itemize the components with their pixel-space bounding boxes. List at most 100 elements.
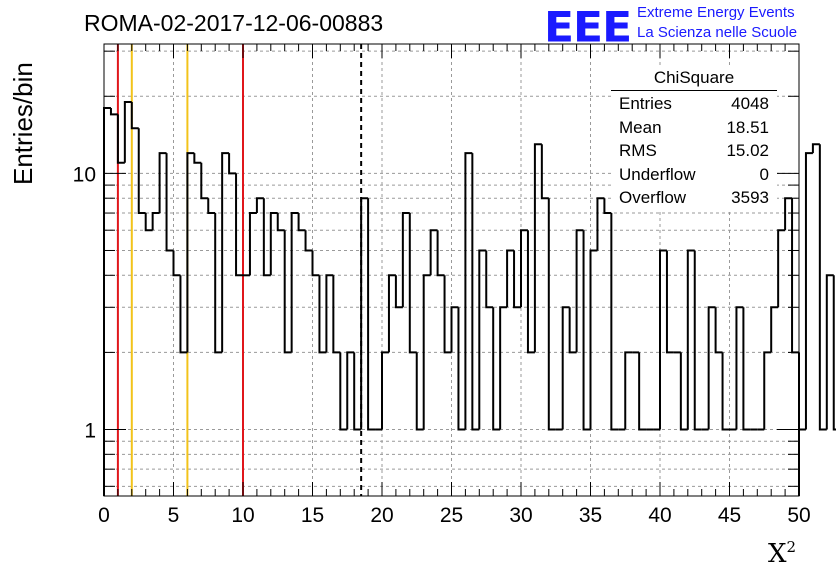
histogram-bin [200,162,209,200]
histogram-bin [742,307,751,431]
histogram-bin [137,128,146,215]
histogram-bin [221,152,230,353]
histogram-bin [401,212,410,308]
histogram-bin [777,229,786,308]
histogram-bin [158,152,167,214]
histogram-bin [784,197,793,231]
histogram-bin [228,153,237,175]
histogram-bin [339,352,348,431]
stats-title: ChiSquare [611,66,777,91]
histogram-bin [798,352,806,431]
chart-title: ROMA-02-2017-12-06-00883 [84,10,384,36]
histogram-bin [492,307,501,431]
histogram-bin [520,229,528,308]
histogram-bin [735,306,744,430]
x-axis-label-sup: 2 [786,538,797,556]
histogram-bin [290,212,299,353]
x-tick-label: 15 [301,504,324,527]
stats-label: Underflow [619,164,696,184]
logo-line-2: La Scienza nelle Scuole [637,24,798,41]
histogram-bin [443,275,452,354]
stats-value: 15.02 [726,141,769,160]
histogram-bin [415,352,424,431]
histogram-bin [721,352,730,431]
histogram-bin [485,250,494,309]
histogram-bin [346,351,355,430]
histogram-bin [457,307,466,431]
x-tick-label: 5 [168,504,180,527]
histogram-bin [533,143,542,353]
histogram-bin [144,213,153,232]
x-axis-label-base: X [768,539,787,569]
histogram-bin [499,306,508,430]
histogram-bin [818,144,827,431]
histogram-bin [659,249,667,430]
histogram-bin [214,213,223,354]
x-tick-label: 40 [648,504,671,527]
histogram-bin [207,198,216,215]
histogram-bin [804,152,813,430]
grid [104,44,799,496]
histogram-bin [248,212,257,276]
stats-label: RMS [619,141,657,160]
x-tick-label: 45 [718,504,741,527]
reference-lines [116,44,363,496]
histogram-bin [589,249,598,430]
histogram-bin [603,198,612,215]
x-tick-label: 20 [370,504,393,527]
axes: 0 5 10 15 20 25 30 35 40 45 50 1 10 [73,43,811,527]
histogram-bin [269,212,278,276]
histogram-bin [262,198,271,277]
histogram-bin [811,143,820,154]
histogram-bin [165,153,174,252]
stats-row-underflow: Underflow 0 [611,163,777,187]
histogram-bin [575,229,584,353]
x-tick-label: 50 [787,504,810,527]
histogram-bin [526,230,535,354]
histogram-bin [179,275,188,354]
y-tick-label: 1 [84,420,96,443]
histogram-bin [367,198,376,431]
histogram-bin [123,100,132,163]
histogram-bin [686,249,695,430]
histogram-bin [381,351,389,430]
histogram-bin [325,274,334,353]
stats-label: Overflow [619,188,687,207]
histogram-bin [561,306,570,430]
histogram-bin [151,212,160,231]
histogram-bin [763,351,772,430]
histogram-bin [109,107,118,116]
histogram-bin [638,352,647,431]
histogram-bin [540,144,549,200]
histogram-bin [304,230,313,252]
histogram-bin [283,230,292,354]
histogram-bin [707,306,716,430]
stats-value: 4048 [731,94,769,113]
histogram-bin [679,352,688,431]
histogram-bin [318,275,327,354]
histogram-bin [478,249,487,430]
histogram-bin [360,197,369,430]
histogram-bin [387,274,396,353]
histogram-bin [235,173,243,277]
histogram-bin [394,275,403,309]
x-axis-label: X2 [768,538,796,569]
histogram-bin [130,101,139,130]
stats-value: 0 [759,164,769,184]
y-axis-label: Entries/bin [8,62,38,185]
x-tick-label: 0 [98,504,110,527]
histogram-bin [450,306,459,353]
histogram-bin [429,229,438,276]
histogram-bin [408,213,417,354]
stats-label: Entries [619,94,672,113]
histogram-bin [103,106,111,496]
stats-row-rms: RMS 15.02 [611,139,777,163]
histogram-bin [624,351,633,430]
y-tick-label: 10 [73,163,96,186]
histogram-bin [186,152,195,353]
histogram-bin [693,250,702,431]
histogram-bin [276,213,285,232]
x-tick-label: 35 [579,504,602,527]
stats-row-mean: Mean 18.51 [611,116,777,140]
